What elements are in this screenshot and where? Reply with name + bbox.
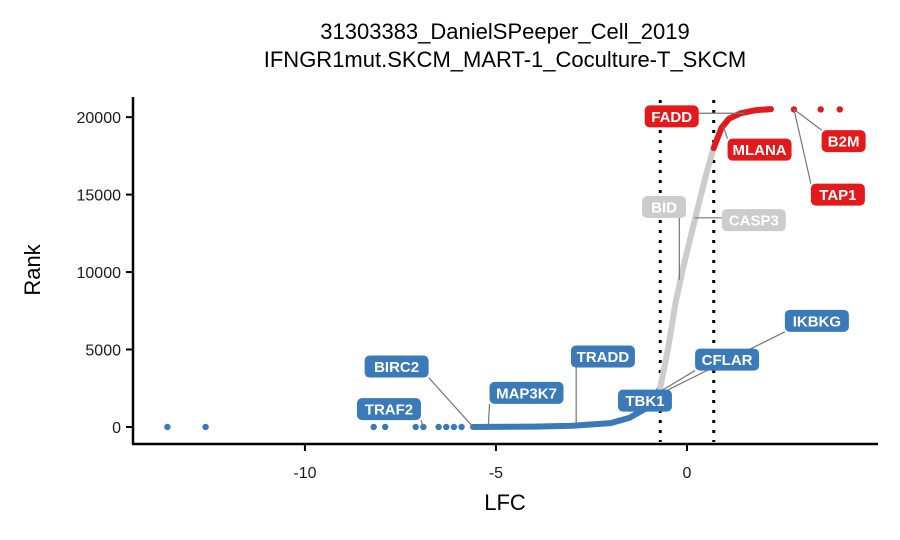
data-point: [817, 106, 824, 113]
label-text: CFLAR: [702, 352, 753, 369]
label-box: [489, 381, 564, 404]
gene-label-tbk1: TBK1: [617, 389, 672, 412]
gene-label-bid: BID: [642, 195, 687, 280]
gene-label-tap1: TAP1: [793, 109, 865, 206]
label-box: [784, 309, 849, 332]
gene-label-casp3: CASP3: [694, 209, 786, 232]
y-ticks: 0 5000 10000 15000 20000: [77, 110, 133, 437]
gene-label-ikbkg: IKBKG: [652, 309, 849, 399]
x-tick-label: -5: [489, 465, 503, 482]
enriched-curve: [710, 106, 774, 152]
y-tick-label: 10000: [77, 265, 122, 282]
neutral-curve: [657, 145, 717, 392]
label-connector: [793, 109, 812, 184]
y-tick-label: 15000: [77, 188, 122, 205]
x-tick-label: 0: [683, 465, 692, 482]
y-tick-label: 5000: [85, 343, 121, 360]
label-box: [570, 345, 635, 368]
data-point: [450, 423, 458, 431]
label-text: TBK1: [625, 393, 664, 410]
gene-labels: FADD MLANA B2M TAP1 BID CASP3 IKBKG CFLAR TRADD B…: [356, 105, 866, 428]
data-point: [164, 423, 171, 431]
label-box: [617, 389, 672, 412]
data-point: [836, 106, 843, 113]
y-axis-title: Rank: [20, 243, 45, 295]
x-ticks: -10 -5 0: [293, 444, 692, 482]
label-text: TRADD: [577, 349, 630, 366]
label-box: [821, 130, 866, 153]
label-text: IKBKG: [793, 313, 841, 330]
data-points: [164, 106, 843, 431]
label-box: [642, 195, 687, 218]
data-point: [764, 106, 771, 113]
data-point: [381, 423, 389, 431]
gene-label-fadd: FADD: [644, 105, 745, 128]
data-point: [412, 423, 419, 431]
gene-label-b2m: B2M: [793, 108, 866, 153]
label-box: [721, 209, 786, 232]
gene-label-birc2: BIRC2: [364, 355, 474, 428]
label-box: [364, 355, 429, 378]
label-text: MAP3K7: [496, 385, 557, 402]
label-box: [695, 348, 760, 371]
label-text: TAP1: [819, 187, 856, 204]
chart-subtitle: IFNGR1mut.SKCM_MART-1_Coculture-T_SKCM: [264, 47, 747, 72]
data-point: [458, 423, 465, 431]
y-tick-label: 0: [112, 420, 121, 437]
axes: 0 5000 10000 15000 20000 -10 -5 0: [77, 97, 878, 482]
label-box: [356, 398, 421, 421]
label-text: TRAF2: [365, 402, 413, 419]
x-axis-title: LFC: [484, 490, 526, 515]
x-tick-label: -10: [293, 465, 316, 482]
label-text: B2M: [828, 134, 860, 151]
gene-label-map3k7: MAP3K7: [487, 381, 564, 427]
chart-title: 31303383_DanielSPeeper_Cell_2019: [320, 19, 689, 44]
label-box: [644, 105, 699, 128]
label-connector: [487, 403, 491, 427]
label-connector: [420, 419, 424, 428]
label-connector: [793, 108, 822, 131]
gene-label-tradd: TRADD: [570, 345, 635, 425]
label-text: MLANA: [732, 142, 786, 159]
gene-label-traf2: TRAF2: [356, 398, 424, 428]
y-tick-label: 20000: [77, 110, 122, 127]
label-connector: [722, 126, 729, 139]
data-point: [435, 423, 442, 431]
gene-label-mlana: MLANA: [722, 126, 792, 161]
threshold-lines: [658, 100, 716, 442]
label-text: FADD: [651, 109, 692, 126]
label-box: [727, 138, 792, 161]
label-text: BIRC2: [374, 359, 419, 376]
data-point: [202, 423, 209, 431]
label-box: [810, 183, 865, 206]
label-text: CASP3: [729, 213, 779, 230]
data-point: [443, 423, 450, 431]
gene-label-cflar: CFLAR: [652, 348, 760, 397]
label-connector: [428, 377, 474, 428]
label-text: BID: [651, 199, 677, 216]
data-point: [370, 423, 377, 431]
